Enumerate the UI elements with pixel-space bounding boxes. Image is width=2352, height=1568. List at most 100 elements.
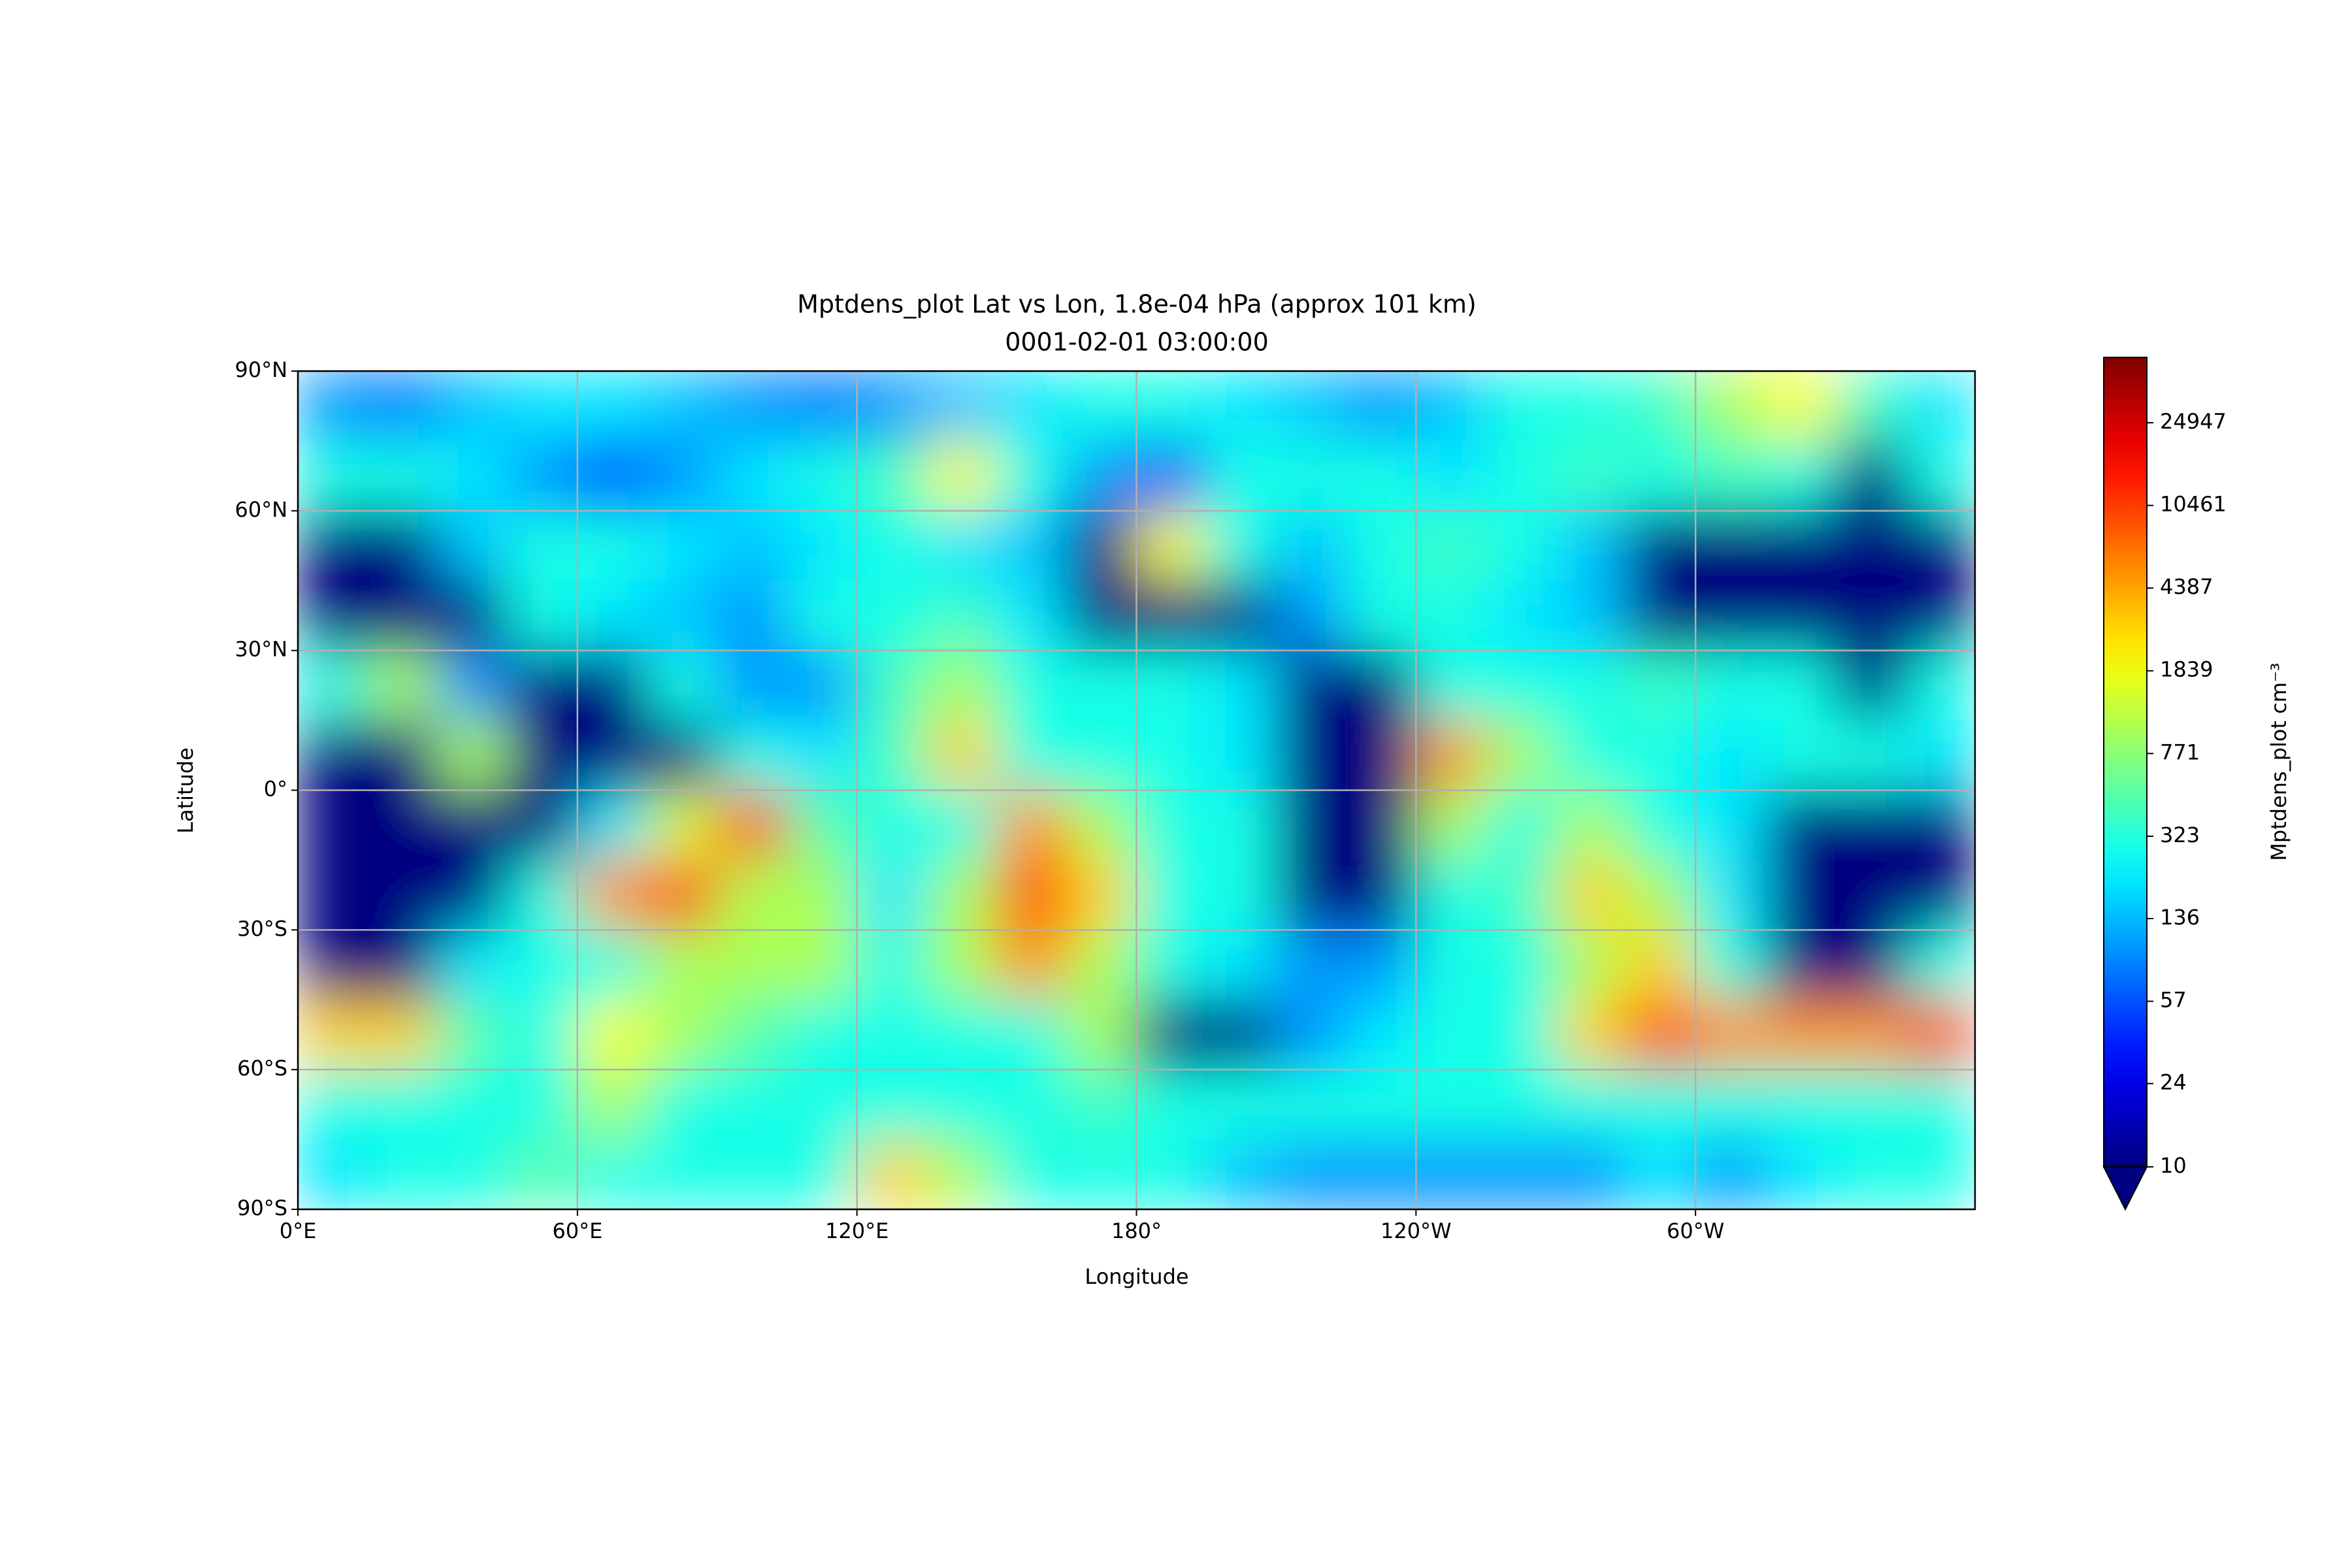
- y-tick-label: 60°S: [237, 1056, 287, 1081]
- field-cell: [1276, 1139, 1347, 1209]
- field-cell: [1416, 371, 1486, 442]
- field-cell: [367, 790, 438, 860]
- field-cell: [1765, 1139, 1836, 1209]
- field-cell: [577, 1000, 648, 1070]
- field-cell: [1206, 720, 1277, 791]
- field-cell: [857, 440, 928, 512]
- field-cell: [1206, 1000, 1277, 1070]
- field-cell: [1835, 440, 1906, 512]
- field-cell: [1556, 580, 1626, 651]
- field-cell: [1835, 930, 1906, 1000]
- field-cell: [1905, 510, 1975, 581]
- field-cell: [717, 720, 788, 791]
- field-cell: [577, 1139, 648, 1209]
- field-cell: [787, 1070, 858, 1140]
- field-cell: [1346, 510, 1416, 581]
- field-cell: [1905, 930, 1975, 1000]
- field-cell: [1066, 1139, 1137, 1209]
- field-cell: [1416, 1139, 1486, 1209]
- field-cell: [1276, 720, 1347, 791]
- colorbar-tick-label: 771: [2160, 740, 2200, 764]
- field-cell: [1695, 860, 1766, 930]
- field-cell: [1276, 440, 1347, 512]
- field-cell: [1206, 371, 1277, 442]
- field-cell: [298, 650, 368, 721]
- field-cell: [996, 720, 1068, 791]
- field-cell: [1835, 580, 1906, 651]
- field-cell: [717, 930, 788, 1000]
- field-cell: [1835, 860, 1906, 930]
- field-cell: [1066, 1000, 1137, 1070]
- field-cell: [717, 860, 788, 930]
- field-cell: [1486, 371, 1556, 442]
- field-cell: [1066, 860, 1137, 930]
- field-cell: [437, 1139, 508, 1209]
- field-cell: [857, 1070, 928, 1140]
- field-cell: [1905, 720, 1975, 791]
- field-cell: [717, 440, 788, 512]
- field-cell: [1416, 440, 1486, 512]
- field-cell: [577, 720, 648, 791]
- colorbar-tick-label: 24947: [2160, 409, 2227, 434]
- x-tick-label: 60°W: [1667, 1218, 1724, 1243]
- field-cell: [1625, 860, 1696, 930]
- field-cell: [1136, 860, 1207, 930]
- field-cell: [1556, 720, 1626, 791]
- field-cell: [437, 440, 508, 512]
- field-cell: [1486, 650, 1556, 721]
- field-cell: [996, 371, 1068, 442]
- field-cell: [926, 790, 998, 860]
- field-cell: [577, 790, 648, 860]
- field-cell: [647, 1070, 718, 1140]
- field-cell: [1695, 1000, 1766, 1070]
- field-cell: [507, 930, 578, 1000]
- field-cell: [1276, 1070, 1347, 1140]
- field-cell: [1695, 440, 1766, 512]
- field-cell: [1136, 650, 1207, 721]
- field-cell: [857, 371, 928, 442]
- field-cell: [1695, 790, 1766, 860]
- field-cell: [1276, 510, 1347, 581]
- field-cell: [577, 860, 648, 930]
- x-tick-label: 120°E: [825, 1218, 889, 1243]
- field-cell: [1276, 930, 1347, 1000]
- colorbar-frame: [2103, 357, 2148, 1168]
- field-cell: [367, 510, 438, 581]
- field-cell: [1486, 930, 1556, 1000]
- field-cell: [1835, 1139, 1906, 1209]
- field-cell: [1486, 720, 1556, 791]
- field-cell: [1625, 650, 1696, 721]
- field-cell: [1346, 1000, 1416, 1070]
- field-cell: [298, 930, 368, 1000]
- field-cell: [1835, 650, 1906, 721]
- field-cell: [367, 580, 438, 651]
- field-cell: [1835, 510, 1906, 581]
- field-cell: [926, 720, 998, 791]
- field-cell: [298, 580, 368, 651]
- field-cell: [926, 440, 998, 512]
- field-cell: [437, 580, 508, 651]
- field-cell: [787, 580, 858, 651]
- field-cell: [1556, 371, 1626, 442]
- field-cell: [1136, 371, 1207, 442]
- field-cell: [1066, 930, 1137, 1000]
- field-cell: [1905, 650, 1975, 721]
- field-cell: [577, 580, 648, 651]
- field-cell: [787, 1139, 858, 1209]
- field-cell: [298, 860, 368, 930]
- field-cell: [857, 1000, 928, 1070]
- field-cell: [996, 510, 1068, 581]
- field-cell: [717, 790, 788, 860]
- field-cell: [1206, 440, 1277, 512]
- field-cell: [1486, 1070, 1556, 1140]
- field-cell: [1625, 580, 1696, 651]
- field-cell: [1905, 580, 1975, 651]
- colorbar-tick-label: 1839: [2160, 657, 2213, 682]
- colorbar-gradient: [2104, 357, 2147, 1167]
- field-cell: [1625, 510, 1696, 581]
- field-cell: [1066, 720, 1137, 791]
- field-cell: [577, 930, 648, 1000]
- field-cell: [507, 440, 578, 512]
- field-cell: [1765, 580, 1836, 651]
- chart-subtitle: 0001-02-01 03:00:00: [1005, 328, 1269, 357]
